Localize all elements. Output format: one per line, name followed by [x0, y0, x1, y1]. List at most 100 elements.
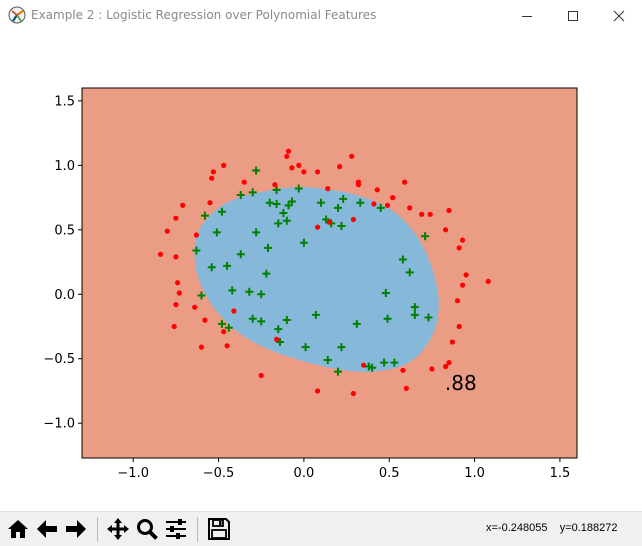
- data-point-class-0: [325, 186, 331, 192]
- data-point-class-1: [301, 343, 310, 352]
- window-title: Example 2 : Logistic Regression over Pol…: [31, 8, 377, 22]
- x-tick-label: 0.5: [379, 466, 400, 481]
- configure-subplots-icon: [166, 519, 186, 539]
- data-point-class-1: [339, 194, 348, 203]
- data-point-class-1: [279, 209, 288, 218]
- data-point-class-0: [207, 200, 213, 206]
- data-point-class-0: [456, 323, 462, 330]
- data-point-class-1: [337, 343, 346, 352]
- close-button[interactable]: [596, 0, 642, 31]
- data-point-class-0: [157, 251, 164, 257]
- data-point-class-0: [443, 227, 449, 233]
- data-point-class-1: [424, 313, 433, 322]
- data-point-class-1: [265, 198, 274, 207]
- forward-icon: [66, 520, 86, 538]
- home-icon: [8, 520, 28, 538]
- data-point-class-1: [252, 228, 261, 237]
- pan-icon: [107, 518, 129, 540]
- data-point-class-1: [248, 314, 257, 323]
- back-button[interactable]: [33, 515, 61, 543]
- data-point-class-0: [296, 162, 302, 168]
- data-point-class-1: [410, 303, 419, 312]
- data-point-class-0: [350, 216, 356, 223]
- zoom-button[interactable]: [133, 515, 161, 543]
- data-point-class-0: [173, 215, 179, 221]
- forward-button[interactable]: [62, 515, 90, 543]
- data-point-class-1: [294, 184, 303, 193]
- y-tick-label: 0.5: [54, 223, 75, 238]
- data-point-class-1: [398, 255, 407, 264]
- data-point-class-0: [361, 362, 367, 368]
- data-point-class-0: [456, 245, 462, 251]
- save-button[interactable]: [205, 515, 233, 543]
- data-point-class-0: [289, 165, 295, 171]
- data-point-class-0: [173, 302, 179, 308]
- close-icon: [613, 10, 625, 21]
- data-point-class-1: [224, 323, 233, 332]
- chart[interactable]: −1.0 −0.5 0.0 0.5 1.0 1.51.51.00.50.0−0.5−1.0…: [0, 31, 642, 511]
- home-button[interactable]: [4, 515, 32, 543]
- save-icon: [208, 518, 230, 540]
- toolbar-separator: [197, 517, 198, 542]
- data-point-class-1: [252, 166, 261, 175]
- data-point-class-0: [209, 175, 215, 181]
- configure-subplots-button[interactable]: [162, 515, 190, 543]
- data-point-class-0: [443, 363, 449, 370]
- back-icon: [37, 520, 57, 538]
- data-point-class-0: [224, 343, 230, 349]
- minimize-icon: [522, 15, 532, 17]
- data-point-class-0: [285, 148, 292, 154]
- y-tick-label: 0.0: [54, 288, 75, 303]
- axes-frame: [81, 87, 578, 459]
- data-point-class-1: [405, 268, 414, 277]
- axis-ticks: −1.0 −0.5 0.0 0.5 1.0 1.5 1.5 1.0 0.5 0.0 −0.5 −1.0: [43, 94, 570, 481]
- data-point-class-0: [258, 372, 264, 379]
- data-point-class-0: [301, 169, 307, 175]
- data-point-class-0: [446, 360, 452, 366]
- x-tick-label: −0.5: [203, 466, 235, 481]
- data-point-class-1: [212, 228, 221, 237]
- maximize-button[interactable]: [550, 0, 596, 31]
- data-point-class-1: [200, 211, 209, 220]
- data-point-class-0: [210, 169, 216, 175]
- accuracy-annotation: .88: [445, 371, 477, 395]
- data-point-class-1: [381, 288, 390, 297]
- data-point-class-0: [326, 219, 333, 225]
- data-point-class-1: [223, 261, 232, 270]
- data-point-class-1: [217, 319, 226, 328]
- data-point-class-0: [241, 179, 247, 185]
- data-point-class-0: [403, 385, 409, 391]
- data-point-class-0: [176, 290, 182, 296]
- y-tick-label: 1.0: [54, 159, 75, 174]
- data-point-class-0: [454, 298, 461, 304]
- data-point-class-0: [407, 205, 413, 211]
- data-point-class-0: [171, 323, 177, 330]
- data-point-class-1: [264, 243, 273, 252]
- data-point-class-1: [421, 232, 430, 241]
- minimize-button[interactable]: [504, 0, 550, 31]
- data-point-class-1: [197, 291, 206, 300]
- data-point-class-1: [390, 358, 399, 367]
- x-tick-label: −1.0: [117, 466, 149, 481]
- data-point-class-0: [284, 153, 290, 159]
- data-point-class-1: [356, 198, 365, 207]
- data-point-class-1: [207, 263, 216, 272]
- data-point-class-1: [217, 207, 226, 216]
- data-point-class-0: [221, 329, 227, 335]
- maximize-icon: [568, 10, 578, 21]
- data-point-class-1: [272, 200, 281, 209]
- x-tick-label: 1.5: [550, 466, 571, 481]
- x-tick-label: 1.0: [464, 466, 485, 481]
- figure-canvas[interactable]: −1.0 −0.5 0.0 0.5 1.0 1.5 1.5 1.0 0.5 0.0 −0.5 −1.0…: [0, 31, 642, 511]
- data-point-class-1: [334, 203, 343, 212]
- data-point-class-0: [446, 207, 452, 214]
- data-point-class-0: [402, 179, 408, 185]
- data-point-class-0: [355, 179, 362, 185]
- data-point-class-1: [274, 325, 283, 334]
- data-point-class-0: [274, 336, 280, 342]
- pan-button[interactable]: [104, 515, 132, 543]
- navigation-toolbar: x=-0.248055 y=0.188272: [0, 511, 642, 546]
- window-titlebar[interactable]: Example 2 : Logistic Regression over Pol…: [0, 0, 642, 31]
- data-point-class-0: [449, 339, 455, 345]
- data-point-class-0: [427, 211, 433, 217]
